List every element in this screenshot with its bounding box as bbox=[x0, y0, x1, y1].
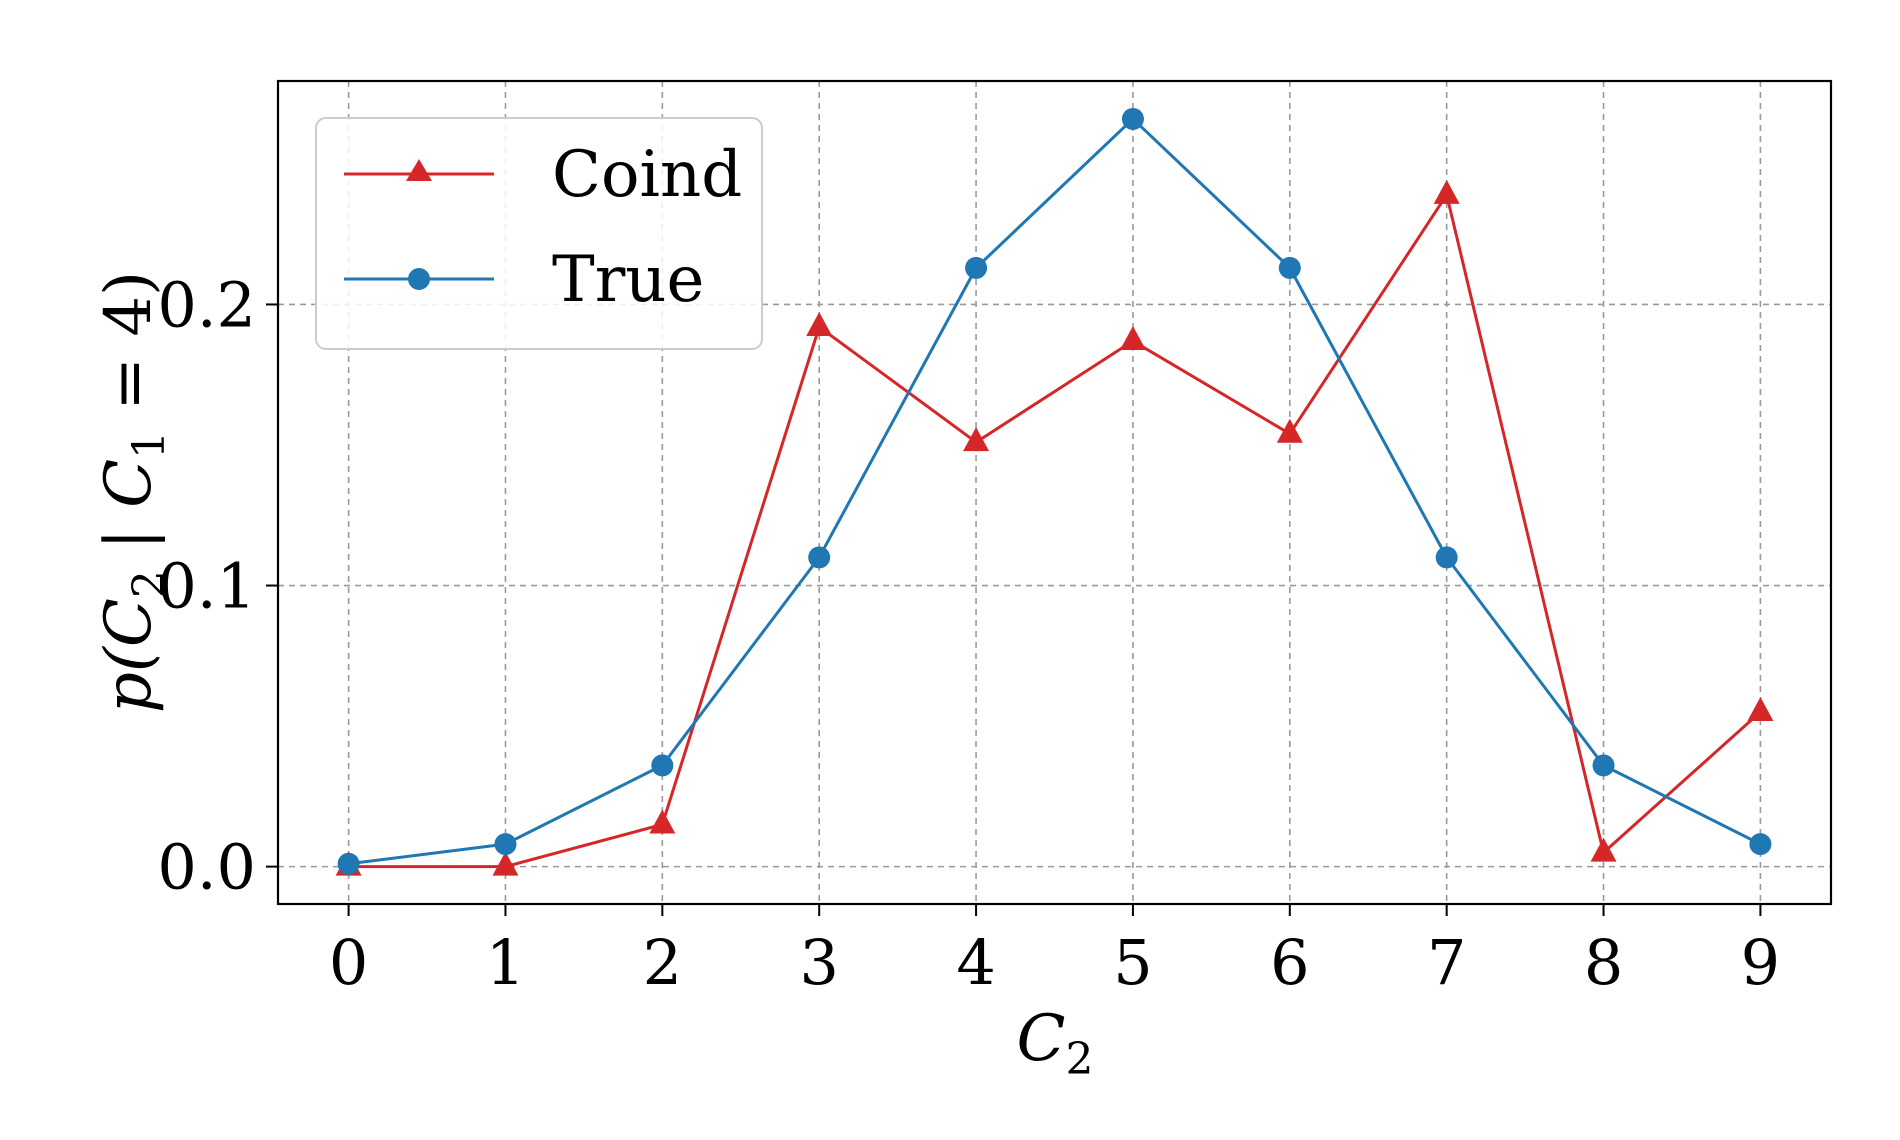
x-tick-label: 4 bbox=[956, 926, 995, 999]
data-point-true bbox=[1592, 754, 1615, 777]
plot-frame bbox=[276, 79, 1833, 906]
data-point-coind bbox=[1276, 418, 1303, 443]
data-point-true bbox=[1749, 833, 1772, 856]
data-point-coind bbox=[1433, 179, 1460, 204]
x-axis-label: C2 bbox=[1017, 1002, 1094, 1085]
data-point-coind bbox=[1590, 837, 1617, 862]
data-point-coind bbox=[649, 809, 676, 834]
x-tick-label: 9 bbox=[1741, 926, 1780, 999]
x-tick-label: 6 bbox=[1270, 926, 1309, 999]
data-point-coind bbox=[492, 851, 519, 876]
data-point-true bbox=[1435, 546, 1458, 569]
x-axis-ticks: 0 1 2 3 4 5 6 7 8 9 bbox=[329, 904, 1780, 999]
series-line-coind bbox=[348, 193, 1762, 869]
series-line-true bbox=[348, 117, 1762, 866]
data-point-true bbox=[808, 546, 831, 569]
x-tick-label: 3 bbox=[799, 926, 838, 999]
data-point-coind bbox=[963, 427, 990, 452]
data-point-true bbox=[337, 852, 360, 875]
x-tick-label: 7 bbox=[1427, 926, 1466, 999]
y-axis-ticks: 0.0 0.1 0.2 bbox=[157, 268, 278, 904]
data-point-coind bbox=[1119, 325, 1146, 350]
legend-label-coind: Coind bbox=[552, 138, 742, 212]
data-point-coind bbox=[806, 311, 833, 336]
legend-item-true: True bbox=[344, 243, 704, 317]
series-true bbox=[337, 107, 1772, 875]
legend-item-coind: Coind bbox=[344, 138, 742, 212]
series-layer bbox=[335, 107, 1774, 876]
data-point-true bbox=[494, 833, 517, 856]
y-tick-label: 0.2 bbox=[157, 268, 256, 341]
data-point-coind bbox=[1747, 697, 1774, 722]
x-tick-label: 0 bbox=[329, 926, 368, 999]
legend: Coind True bbox=[315, 117, 763, 350]
x-tick-label: 1 bbox=[486, 926, 525, 999]
x-tick-label: 5 bbox=[1113, 926, 1152, 999]
data-point-true bbox=[965, 256, 988, 279]
triangle-marker-icon bbox=[406, 159, 432, 181]
legend-label-true: True bbox=[552, 243, 704, 317]
y-tick-label: 0.0 bbox=[157, 831, 256, 904]
data-point-true bbox=[1278, 256, 1301, 279]
x-tick-label: 2 bbox=[643, 926, 682, 999]
circle-marker-icon bbox=[408, 268, 430, 290]
x-tick-label: 8 bbox=[1584, 926, 1623, 999]
y-axis-label: p(C2 | C1 = 4) bbox=[92, 271, 175, 713]
y-tick-label: 0.1 bbox=[157, 550, 256, 623]
data-point-true bbox=[1121, 107, 1144, 130]
data-point-true bbox=[651, 754, 674, 777]
